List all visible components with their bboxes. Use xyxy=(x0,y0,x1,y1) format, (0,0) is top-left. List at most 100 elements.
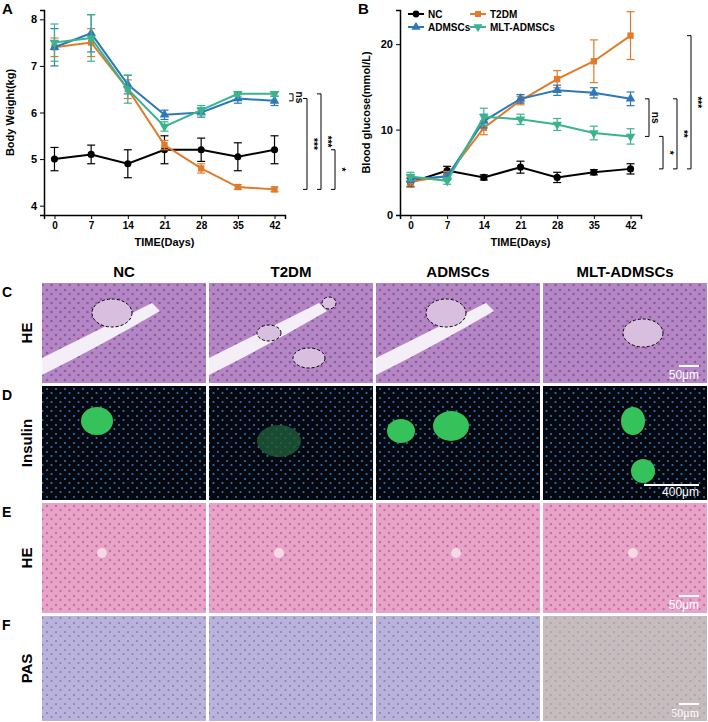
error-bar xyxy=(517,114,525,124)
row-label: HE xyxy=(18,323,35,344)
error-cap xyxy=(553,95,561,96)
error-cap xyxy=(590,39,598,40)
marker xyxy=(235,184,241,190)
significance-label: *** xyxy=(692,96,703,108)
marker xyxy=(442,178,452,186)
y-axis: 45678 xyxy=(31,11,45,216)
marker xyxy=(51,156,58,163)
legend-marker xyxy=(413,11,420,18)
marker xyxy=(481,125,487,131)
error-cap xyxy=(406,186,414,187)
error-cap xyxy=(124,103,132,104)
marker xyxy=(160,109,170,117)
micrograph-image xyxy=(42,386,206,500)
error-cap xyxy=(406,185,414,186)
micrograph-image xyxy=(376,386,540,500)
series xyxy=(50,29,278,193)
error-bar xyxy=(590,40,598,83)
error-cap xyxy=(271,163,279,164)
error-cap xyxy=(50,23,58,24)
y-tick-mark xyxy=(40,113,44,114)
y-tick: 5 xyxy=(31,153,44,165)
islet-outline xyxy=(92,299,132,327)
scale-bar-label: 50μm xyxy=(669,598,699,612)
error-cap xyxy=(517,104,525,105)
scale-bar xyxy=(679,703,699,705)
plot-area xyxy=(406,12,636,187)
legend-label: MLT-ADMSCs xyxy=(490,22,555,33)
x-tick: 14 xyxy=(123,215,135,231)
islet-outline xyxy=(293,348,325,368)
error-cap xyxy=(87,163,95,164)
bracket-line xyxy=(317,94,321,190)
error-cap xyxy=(87,14,95,15)
error-cap xyxy=(443,166,451,167)
x-tick-mark xyxy=(594,215,595,219)
micrograph xyxy=(376,283,540,383)
marker xyxy=(479,114,489,122)
error-bar xyxy=(627,129,635,144)
error-cap xyxy=(553,182,561,183)
central-vein xyxy=(274,548,284,558)
error-bar xyxy=(553,172,561,182)
bracket-line xyxy=(303,99,307,190)
micrograph xyxy=(209,616,373,721)
marker xyxy=(406,174,416,182)
scale-bar-label: 50μm xyxy=(669,368,699,382)
panel-letter: F xyxy=(2,617,11,633)
line xyxy=(410,117,630,181)
error-cap xyxy=(590,139,598,140)
marker xyxy=(160,124,170,132)
y-tick: 20 xyxy=(381,38,400,50)
significance-label: * xyxy=(664,151,675,155)
legend-item: T2DM xyxy=(470,9,517,20)
error-bar xyxy=(197,106,205,115)
marker xyxy=(50,40,60,48)
error-bar xyxy=(271,136,279,164)
x-tick-label: 0 xyxy=(52,220,58,231)
scale-bar xyxy=(679,595,699,597)
row-label: Insulin xyxy=(18,419,35,467)
significance-label: ns xyxy=(650,112,661,124)
significance-bracket xyxy=(289,94,293,101)
vessel xyxy=(209,303,327,375)
islet-outline xyxy=(623,319,663,347)
error-cap xyxy=(480,108,488,109)
error-bar xyxy=(553,85,561,95)
error-bar xyxy=(517,161,525,173)
legend: NC T2DM ADMSCs MLT-ADMSCs xyxy=(408,9,555,33)
error-bar xyxy=(161,140,169,149)
error-cap xyxy=(627,59,635,60)
error-cap xyxy=(517,103,525,104)
micrograph-image xyxy=(209,616,373,721)
legend-label: ADMSCs xyxy=(428,22,471,33)
legend-item: NC xyxy=(408,9,442,20)
marker xyxy=(271,146,278,153)
error-cap xyxy=(161,135,169,136)
y-tick-label: 7 xyxy=(31,60,37,72)
marker xyxy=(88,151,95,158)
islet-outline xyxy=(426,299,466,327)
error-bar xyxy=(161,122,169,131)
error-cap xyxy=(627,163,635,164)
column-header: MLT-ADMSCs xyxy=(576,263,673,280)
y-tick-label: 6 xyxy=(31,107,37,119)
marker xyxy=(590,169,597,176)
error-cap xyxy=(197,163,205,164)
error-bar xyxy=(124,150,132,178)
x-tick-mark xyxy=(275,215,276,219)
tint xyxy=(543,616,707,721)
x-tick-mark xyxy=(128,215,129,219)
error-bar xyxy=(480,108,488,125)
marker xyxy=(516,93,526,101)
marker xyxy=(161,142,167,148)
x-tick-mark xyxy=(521,215,522,219)
y-tick-mark xyxy=(40,159,44,160)
significance-bracket xyxy=(317,94,321,190)
x-tick-label: 28 xyxy=(196,220,208,231)
x-tick: 35 xyxy=(589,215,601,231)
x-axis-line xyxy=(45,216,286,220)
bracket-line xyxy=(673,99,677,169)
x-tick: 7 xyxy=(445,215,451,231)
x-tick-label: 7 xyxy=(445,220,451,231)
